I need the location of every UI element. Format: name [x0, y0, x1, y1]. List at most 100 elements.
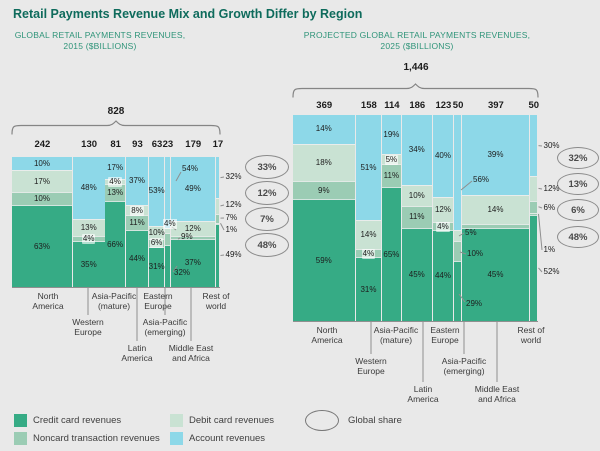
segment-label: 13%: [107, 188, 124, 198]
account-segment: 48%: [72, 157, 105, 220]
account-segment: [529, 115, 538, 177]
debit-segment: [453, 230, 462, 241]
leader-line: [220, 223, 225, 231]
bar-column: 40% 12% 4% 44%: [433, 115, 453, 321]
segment-label: 51%: [360, 162, 377, 172]
callout-label: 10%: [467, 249, 484, 258]
noncard-segment: [215, 213, 220, 223]
segment-label: 35%: [80, 259, 97, 269]
credit-segment: [215, 223, 220, 287]
region-label: Asia-Pacific (mature): [360, 325, 432, 345]
credit-segment: [529, 214, 538, 321]
segment-label: 14%: [360, 229, 377, 239]
region-label: Middle East and Africa: [461, 384, 533, 404]
region-label: Asia-Pacific (emerging): [129, 317, 201, 337]
credit-segment: 31%: [149, 246, 165, 287]
segment-label: 44%: [129, 253, 146, 263]
total-bracket: [11, 120, 221, 135]
segment-label: 11%: [383, 171, 400, 181]
debit-swatch-icon: [170, 414, 183, 427]
segment-label: 37%: [129, 176, 146, 186]
credit-segment: 65%: [382, 187, 401, 321]
region-label-line: Latin: [413, 384, 433, 394]
noncard-segment: 4%: [355, 248, 382, 259]
right-callout-label: 32%: [225, 172, 242, 181]
legend-label-debit: Debit card revenues: [189, 415, 275, 426]
account-segment: 14%: [293, 115, 355, 144]
segment-label: 8%: [130, 205, 144, 216]
bar-column: 19% 5% 11% 65%: [382, 115, 401, 321]
global-share-oval-icon: [305, 410, 339, 431]
column-value-label: 81: [110, 139, 121, 150]
chart-header-2025-line1: PROJECTED GLOBAL RETAIL PAYMENTS REVENUE…: [303, 30, 531, 40]
bar-column: 49% 12% 37%: [170, 157, 215, 287]
noncard-segment: [453, 240, 462, 262]
account-segment: 49%: [170, 157, 215, 221]
region-label: Rest of world: [495, 325, 567, 345]
segment-label: 4%: [81, 234, 96, 245]
global-share-oval: 33%: [245, 155, 289, 179]
legend-item-debit: Debit card revenues: [170, 414, 274, 427]
region-label: Asia-Pacific (emerging): [428, 356, 500, 376]
credit-segment: 44%: [125, 229, 149, 287]
account-segment: 53%: [148, 157, 165, 226]
account-segment: 17%: [105, 157, 125, 180]
bar-column: 10% 17% 10% 63%: [12, 157, 72, 287]
credit-segment: [165, 244, 170, 287]
region-label-line: (emerging): [144, 326, 186, 337]
region-label-line: Western: [355, 356, 387, 366]
right-callout-label: 1%: [543, 245, 556, 254]
right-callout-label: 49%: [225, 250, 242, 259]
bar-column: 17% 4% 13% 66%: [105, 157, 125, 287]
noncard-segment: 11%: [401, 205, 433, 229]
credit-segment: 44%: [433, 230, 453, 321]
segment-label: 9%: [318, 185, 330, 195]
segment-label: 12%: [184, 223, 201, 233]
right-callout-label: 52%: [543, 267, 560, 276]
total-bracket: [292, 83, 539, 98]
segment-label: 34%: [408, 145, 425, 155]
noncard-segment: 9%: [293, 180, 355, 200]
account-segment: 39%: [462, 115, 529, 196]
segment-label: 17%: [107, 163, 124, 173]
region-label: Asia-Pacific (mature): [78, 291, 150, 311]
global-share-oval: 13%: [557, 173, 599, 195]
segment-label: 53%: [148, 186, 165, 196]
region-label-line: Middle East: [168, 343, 214, 353]
noncard-segment: 4%: [72, 234, 105, 245]
region-label-line: Rest of: [202, 291, 230, 301]
segment-label: 44%: [434, 271, 451, 281]
noncard-segment: 4%: [433, 221, 453, 232]
region-label-line: and Africa: [172, 352, 210, 363]
column-value-label: 179: [185, 139, 202, 150]
bar-column: 37% 8% 11% 44%: [125, 157, 149, 287]
region-label-line: and Africa: [478, 393, 516, 404]
segment-label: 10%: [33, 194, 50, 204]
debit-segment: 8%: [125, 205, 149, 216]
segment-label: 45%: [487, 270, 504, 280]
segment-label: 31%: [360, 284, 377, 294]
bar-column: 53% 10% 6% 31%: [148, 157, 165, 287]
noncard-segment: [170, 236, 215, 239]
legend-item-credit: Credit card revenues: [14, 414, 121, 427]
global-share-oval: 12%: [245, 181, 289, 205]
region-label-line: world: [520, 334, 542, 345]
segment-label: 59%: [315, 255, 332, 265]
debit-segment: 13%: [72, 219, 105, 237]
credit-segment: 45%: [401, 228, 433, 321]
account-segment: 34%: [401, 115, 433, 186]
region-label-line: Western: [72, 317, 104, 327]
debit-segment: 4%: [105, 177, 125, 188]
debit-segment: 18%: [293, 143, 355, 181]
noncard-segment: [462, 224, 529, 229]
debit-segment: 12%: [170, 220, 215, 237]
segment-label: 13%: [80, 223, 97, 233]
column-value-label: 114: [384, 100, 400, 111]
region-label-line: America: [407, 393, 439, 404]
bar-column: [215, 157, 220, 287]
debit-segment: 5%: [382, 154, 401, 165]
account-segment: 37%: [125, 157, 149, 206]
column-value-label: 369: [316, 100, 333, 111]
column-value-label: 158: [360, 100, 377, 111]
noncard-segment: 11%: [382, 164, 401, 188]
